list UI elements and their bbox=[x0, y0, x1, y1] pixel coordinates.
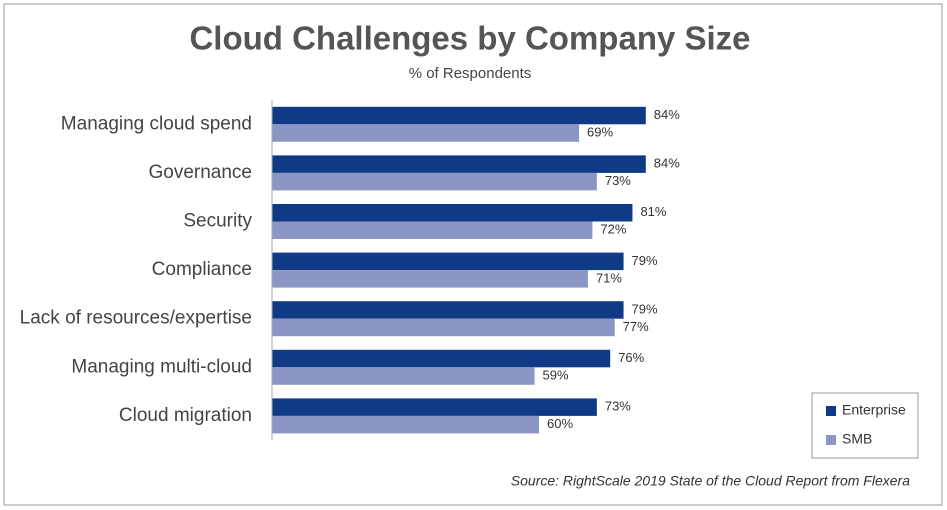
value-label: 69% bbox=[587, 124, 613, 139]
bar bbox=[272, 270, 588, 288]
value-label: 77% bbox=[623, 319, 649, 334]
category-label: Governance bbox=[148, 162, 252, 183]
bar bbox=[272, 172, 597, 191]
category-label: Compliance bbox=[152, 259, 252, 280]
chart-title: Cloud Challenges by Company Size bbox=[189, 20, 750, 57]
value-label: 84% bbox=[654, 107, 680, 122]
value-label: 79% bbox=[632, 301, 658, 316]
legend-label: Enterprise bbox=[842, 402, 906, 418]
category-label: Lack of resources/expertise bbox=[20, 308, 252, 329]
bar bbox=[272, 367, 535, 385]
bar bbox=[272, 106, 646, 125]
value-label: 59% bbox=[543, 367, 569, 382]
category-label: Managing multi-cloud bbox=[71, 356, 252, 377]
value-label: 60% bbox=[547, 416, 573, 431]
bar bbox=[272, 124, 580, 142]
legend-swatch bbox=[826, 435, 836, 445]
bar bbox=[272, 155, 646, 173]
legend-label: SMB bbox=[842, 431, 872, 447]
value-label: 76% bbox=[618, 350, 644, 365]
chart-subtitle: % of Respondents bbox=[409, 65, 532, 82]
bar bbox=[272, 252, 624, 271]
value-label: 71% bbox=[596, 270, 622, 285]
source-note: Source: RightScale 2019 State of the Clo… bbox=[511, 473, 910, 489]
category-label: Managing cloud spend bbox=[61, 113, 252, 134]
bar bbox=[272, 398, 597, 416]
category-label: Cloud migration bbox=[119, 405, 252, 426]
value-label: 73% bbox=[605, 173, 631, 188]
bar bbox=[272, 221, 593, 239]
bar bbox=[272, 415, 539, 434]
bar bbox=[272, 204, 633, 222]
value-label: 73% bbox=[605, 399, 631, 414]
value-label: 81% bbox=[640, 204, 666, 219]
bar bbox=[272, 349, 611, 368]
value-label: 84% bbox=[654, 156, 680, 171]
category-label: Security bbox=[183, 211, 252, 232]
value-label: 72% bbox=[600, 222, 626, 237]
value-label: 79% bbox=[632, 253, 658, 268]
legend-swatch bbox=[826, 406, 836, 416]
bar bbox=[272, 318, 615, 337]
bar bbox=[272, 301, 624, 319]
legend-box bbox=[811, 392, 919, 459]
